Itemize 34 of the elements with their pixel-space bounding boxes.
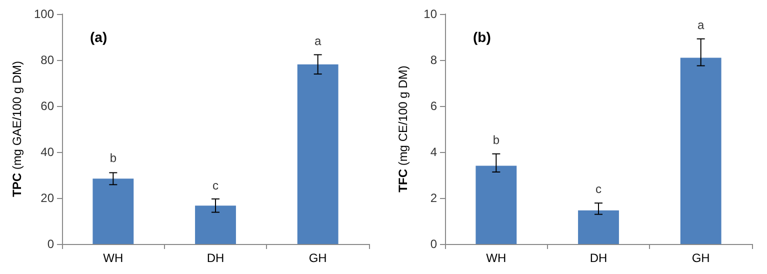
annotation: (b) [473, 29, 491, 45]
y-tick-label: 0 [47, 237, 54, 251]
bar [578, 210, 619, 244]
y-tick-label: 20 [40, 191, 54, 205]
x-tick-label: WH [103, 251, 124, 265]
annotation: a [697, 18, 704, 32]
annotation: c [212, 178, 218, 193]
annotation: c [596, 182, 602, 196]
bar [195, 206, 236, 244]
x-tick-label: DH [206, 251, 224, 265]
y-tick-label: 100 [34, 7, 54, 21]
y-axis-title: TFC (mg CE/100 g DM) [396, 66, 410, 192]
annotation: b [110, 150, 117, 165]
y-tick-label: 40 [40, 145, 54, 159]
x-tick-label: GH [692, 251, 710, 265]
y-tick-label: 8 [430, 53, 438, 67]
y-tick-label: 4 [430, 145, 438, 159]
x-tick-label: DH [590, 251, 608, 265]
x-tick-label: WH [486, 251, 506, 265]
y-tick-label: 80 [40, 53, 54, 67]
bar [680, 58, 722, 244]
y-tick-label: 10 [424, 7, 438, 21]
y-tick-label: 0 [430, 237, 438, 251]
y-tick-label: 6 [430, 99, 438, 113]
annotation: (a) [90, 29, 108, 45]
bar [297, 64, 338, 244]
bar [92, 178, 134, 244]
y-axis-title: TPC (mg GAE/100 g DM) [10, 60, 24, 198]
annotation: b [492, 132, 500, 147]
annotation: a [314, 34, 322, 48]
bar [476, 166, 517, 244]
y-tick-label: 60 [40, 99, 54, 113]
y-tick-label: 2 [430, 191, 438, 205]
x-tick-label: GH [308, 251, 327, 265]
